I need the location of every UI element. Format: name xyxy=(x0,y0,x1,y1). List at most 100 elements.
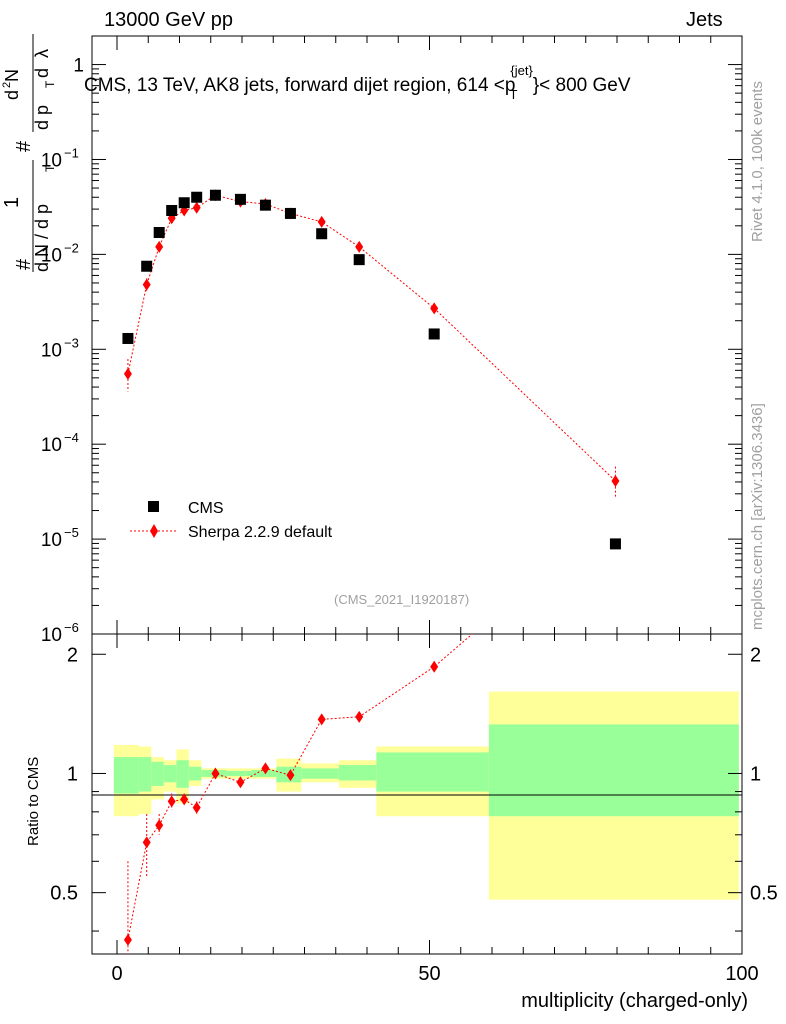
ratio-point xyxy=(317,713,326,726)
y-tick-label: 1 xyxy=(73,56,84,77)
y-tick-exponent: −4 xyxy=(64,430,79,445)
uncertainty-band-inner xyxy=(251,770,277,777)
uncertainty-band-inner xyxy=(338,765,377,781)
y-tick-label: 10 xyxy=(41,530,62,551)
ratio-point xyxy=(155,819,164,832)
sherpa-point xyxy=(192,201,201,214)
main-frame xyxy=(91,35,743,635)
x-tick-label: 0 xyxy=(111,963,122,985)
energy-label: 13000 GeV pp xyxy=(104,9,233,31)
ratio-line xyxy=(127,634,474,940)
sherpa-point xyxy=(317,215,326,228)
sherpa-point xyxy=(142,278,151,291)
ratio-y-tick-label: 2 xyxy=(750,644,761,666)
ratio-point xyxy=(430,660,439,673)
main-ylabel: # 1 d N / d p T # d 2 N d p T d λ xyxy=(1,34,57,272)
y-tick-exponent: −1 xyxy=(64,145,79,160)
sherpa-point xyxy=(355,240,364,253)
y-tick-exponent: −6 xyxy=(64,620,79,635)
category-label: Jets xyxy=(686,9,723,31)
svg-text:1: 1 xyxy=(1,197,23,208)
legend-cms-marker xyxy=(148,501,159,512)
uncertainty-band-inner xyxy=(301,768,339,779)
uncertainty-band-inner xyxy=(113,757,139,794)
uncertainty-band-inner xyxy=(163,765,177,783)
legend-cms-label: CMS xyxy=(188,500,224,517)
sherpa-point xyxy=(430,302,439,315)
cms-point xyxy=(259,199,271,211)
cms-point xyxy=(609,538,621,550)
ratio-point xyxy=(211,767,220,780)
sherpa-line xyxy=(127,194,616,482)
ratio-y-tick-label: 2 xyxy=(67,644,78,666)
analysis-annotation: (CMS_2021_I1920187) xyxy=(334,592,469,607)
ratio-point xyxy=(286,769,295,782)
legend: CMS Sherpa 2.2.9 default xyxy=(130,500,333,541)
ratio-point xyxy=(261,762,270,775)
ratio-point xyxy=(123,933,132,946)
ratio-point xyxy=(167,795,176,808)
svg-text:N: N xyxy=(2,69,22,82)
legend-sherpa-label: Sherpa 2.2.9 default xyxy=(188,524,333,541)
uncertainty-band-inner xyxy=(188,766,202,781)
x-axis-label: multiplicity (charged-only) xyxy=(521,990,748,1012)
ratio-point xyxy=(611,505,619,517)
ratio-point xyxy=(355,710,364,723)
svg-text:d p: d p xyxy=(32,105,52,130)
uncertainty-band-inner xyxy=(151,761,164,786)
y-tick-label: 10 xyxy=(41,150,62,171)
cms-point xyxy=(178,197,190,209)
x-tick-label: 100 xyxy=(725,963,758,985)
cms-point xyxy=(209,189,221,201)
ratio-point xyxy=(236,776,245,789)
svg-text:T: T xyxy=(43,164,57,172)
main-title: CMS, 13 TeV, AK8 jets, forward dijet reg… xyxy=(84,63,631,102)
y-tick-label: 10 xyxy=(41,340,62,361)
y-tick-label: 10 xyxy=(41,435,62,456)
cms-point xyxy=(353,254,365,266)
cms-point xyxy=(141,260,153,272)
svg-text:d: d xyxy=(32,68,52,78)
mcplots-label: mcplots.cern.ch [arXiv:1306.3436] xyxy=(749,403,766,630)
ratio-point xyxy=(192,801,201,814)
rivet-label: Rivet 4.1.0, 100k events xyxy=(749,81,766,242)
uncertainty-band-inner xyxy=(226,770,252,777)
svg-text:T: T xyxy=(43,80,57,88)
cms-point xyxy=(316,228,328,240)
uncertainty-band-inner xyxy=(488,724,739,817)
y-tick-label: 10 xyxy=(41,245,62,266)
sherpa-point xyxy=(611,474,620,487)
svg-text:d: d xyxy=(2,90,22,100)
ratio-point xyxy=(142,836,151,849)
uncertainty-band-inner xyxy=(176,760,189,788)
ratio-y-tick-label: 1 xyxy=(750,763,761,785)
svg-text:λ: λ xyxy=(32,49,52,58)
cms-point xyxy=(234,193,246,205)
legend-sherpa-marker xyxy=(150,524,158,538)
cms-point xyxy=(284,207,296,219)
sherpa-point xyxy=(123,367,132,380)
cms-point xyxy=(191,191,203,203)
ratio-y-tick-label: 1 xyxy=(67,763,78,785)
sherpa-point xyxy=(155,240,164,253)
uncertainty-band-inner xyxy=(138,757,152,792)
cms-point xyxy=(122,332,134,344)
y-tick-label: 10 xyxy=(41,625,62,646)
ratio-y-tick-label: 0.5 xyxy=(750,883,778,905)
svg-text:#: # xyxy=(13,140,35,152)
svg-text:2: 2 xyxy=(1,82,13,88)
cms-point xyxy=(428,328,440,340)
cms-point xyxy=(166,204,178,216)
ratio-frame xyxy=(91,633,743,955)
y-tick-exponent: −5 xyxy=(64,525,79,540)
ratio-point xyxy=(180,793,189,806)
cms-point xyxy=(153,227,165,239)
svg-text:d N / d p: d N / d p xyxy=(32,204,52,272)
y-tick-exponent: −3 xyxy=(64,335,79,350)
svg-text:#: # xyxy=(13,258,35,270)
uncertainty-band-inner xyxy=(376,752,489,792)
ratio-y-tick-label: 0.5 xyxy=(50,883,78,905)
y-tick-exponent: −2 xyxy=(64,240,79,255)
x-tick-label: 50 xyxy=(418,963,440,985)
